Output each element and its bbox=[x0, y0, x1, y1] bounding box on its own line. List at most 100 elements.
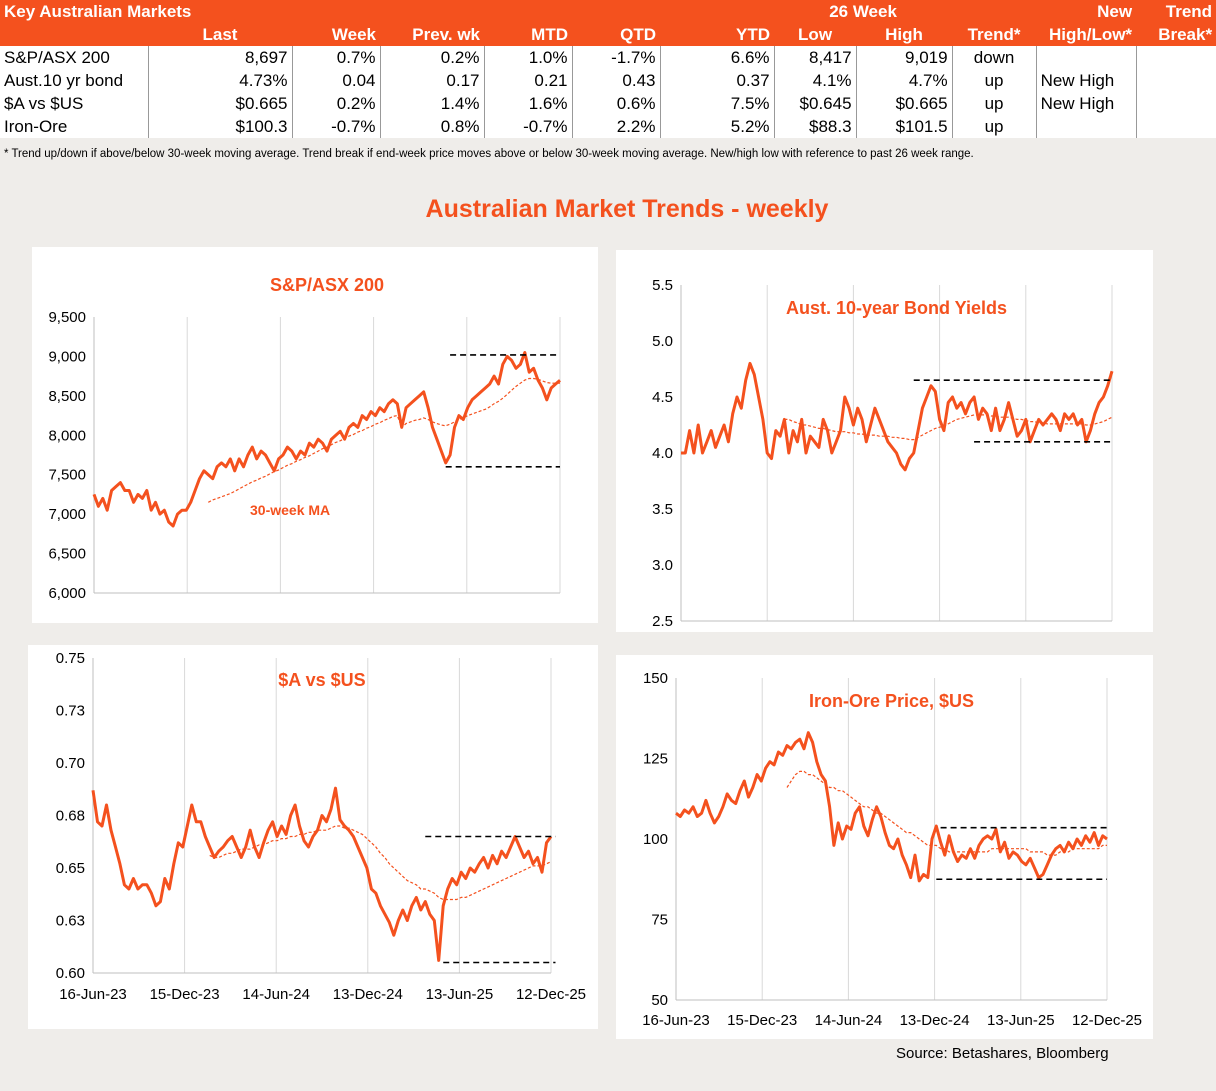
table-cell: $0.665 bbox=[148, 92, 293, 115]
price-line bbox=[91, 786, 553, 962]
x-tick-label: 14-Jun-24 bbox=[815, 1012, 883, 1029]
table-cell: $100.3 bbox=[148, 115, 293, 138]
chart-panel-bond-yields: 2.5 3.0 3.5 4.0 4.5 5.0 5.5 Aust. 10-year Bond … bbox=[616, 250, 1153, 632]
chart-title: Iron-Ore Price, $US bbox=[809, 691, 974, 711]
table-cell: 0.04 bbox=[292, 69, 381, 92]
table-cell: $0.665 bbox=[856, 92, 953, 115]
chart-panel-iron-ore: 50 75 100 125 150 16-Jun-23 15-Dec-23 14-Jun-24… bbox=[616, 655, 1153, 1039]
chart-panel-asx200: 6,000 6,500 7,000 7,500 8,000 8,500 9,000 9,500… bbox=[32, 247, 598, 623]
table-cell: 0.43 bbox=[572, 69, 661, 92]
x-tick-label: 13-Dec-24 bbox=[333, 986, 403, 1003]
y-tick-label: 5.0 bbox=[652, 333, 673, 350]
table-cell: up bbox=[952, 115, 1037, 138]
x-tick-label: 16-Jun-23 bbox=[59, 986, 127, 1003]
table-cell: 9,019 bbox=[856, 46, 953, 69]
table-cell: -0.7% bbox=[292, 115, 381, 138]
table-cell: up bbox=[952, 69, 1037, 92]
y-tick-label: 0.73 bbox=[56, 703, 85, 720]
header-new-top: New bbox=[1036, 0, 1137, 23]
table-cell: 0.8% bbox=[380, 115, 485, 138]
table-header-row-1: Key Australian Markets 26 Week New Trend bbox=[0, 0, 1216, 23]
table-cell: 1.0% bbox=[484, 46, 573, 69]
table-cell: 8,697 bbox=[148, 46, 293, 69]
table-cell bbox=[1036, 115, 1137, 138]
table-header-row-2: Last Week Prev. wk MTD QTD YTD Low High … bbox=[0, 23, 1216, 46]
y-tick-label: 125 bbox=[643, 751, 668, 768]
header-blank bbox=[952, 0, 1037, 23]
x-tick-label: 12-Dec-25 bbox=[516, 986, 586, 1003]
table-cell: 8,417 bbox=[774, 46, 857, 69]
table-cell: 0.17 bbox=[380, 69, 485, 92]
moving-average-line bbox=[786, 770, 1107, 856]
y-tick-label: 0.63 bbox=[56, 913, 85, 930]
header-26-week: 26 Week bbox=[774, 0, 953, 23]
header-low: Low bbox=[774, 23, 857, 46]
table-row: Iron-Ore $100.3 -0.7% 0.8% -0.7% 2.2% 5.2% $88.… bbox=[0, 115, 1216, 138]
header-ytd: YTD bbox=[660, 23, 775, 46]
table-cell: 0.7% bbox=[292, 46, 381, 69]
y-tick-label: 2.5 bbox=[652, 613, 673, 630]
table-cell: 6.6% bbox=[660, 46, 775, 69]
table-cell bbox=[1136, 69, 1216, 92]
y-tick-label: 4.0 bbox=[652, 445, 673, 462]
table-cell: $88.3 bbox=[774, 115, 857, 138]
table-cell: $101.5 bbox=[856, 115, 953, 138]
chart-svg-asx200: 6,000 6,500 7,000 7,500 8,000 8,500 9,000 9,500… bbox=[48, 275, 561, 602]
header-qtd: QTD bbox=[572, 23, 660, 46]
moving-average-line bbox=[209, 825, 552, 901]
y-tick-label: 4.5 bbox=[652, 389, 673, 406]
table-footnote: * Trend up/down if above/below 30-week m… bbox=[4, 148, 974, 160]
table-cell: 1.6% bbox=[484, 92, 573, 115]
x-tick-label: 15-Dec-23 bbox=[150, 986, 220, 1003]
header-trend: Trend* bbox=[952, 23, 1037, 46]
table-cell: $0.645 bbox=[774, 92, 857, 115]
table-cell: Iron-Ore bbox=[0, 115, 149, 138]
chart-svg-audusd: 0.60 0.63 0.65 0.68 0.70 0.73 0.75 16-Jun-23 15-… bbox=[56, 650, 586, 1003]
y-tick-label: 7,000 bbox=[48, 506, 86, 523]
table-cell: Aust.10 yr bond bbox=[0, 69, 149, 92]
table-cell: 4.73% bbox=[148, 69, 293, 92]
y-tick-label: 6,000 bbox=[48, 585, 86, 602]
header-prev-wk: Prev. wk bbox=[380, 23, 484, 46]
table-cell: 4.7% bbox=[856, 69, 953, 92]
table-row: S&P/ASX 200 8,697 0.7% 0.2% 1.0% -1.7% 6.6% 8,4… bbox=[0, 46, 1216, 69]
table-cell: 2.2% bbox=[572, 115, 661, 138]
moving-average-line bbox=[208, 377, 560, 503]
x-tick-label: 13-Jun-25 bbox=[426, 986, 494, 1003]
price-line bbox=[675, 731, 1108, 883]
chart-title: Aust. 10-year Bond Yields bbox=[786, 298, 1007, 318]
header-trend-top: Trend bbox=[1136, 0, 1216, 23]
table-cell bbox=[1136, 92, 1216, 115]
table-cell: S&P/ASX 200 bbox=[0, 46, 149, 69]
table-cell: New High bbox=[1036, 69, 1137, 92]
chart-svg-bond: 2.5 3.0 3.5 4.0 4.5 5.0 5.5 Aust. 10-year Bond … bbox=[652, 277, 1114, 630]
table-cell: $A vs $US bbox=[0, 92, 149, 115]
price-line bbox=[681, 361, 1114, 472]
y-tick-label: 6,500 bbox=[48, 546, 86, 563]
table-row: Aust.10 yr bond 4.73% 0.04 0.17 0.21 0.43 0.37… bbox=[0, 69, 1216, 92]
y-tick-label: 9,000 bbox=[48, 348, 86, 365]
ma-annotation: 30-week MA bbox=[250, 502, 330, 518]
y-tick-label: 150 bbox=[643, 670, 668, 687]
price-line bbox=[92, 351, 561, 528]
chart-title: $A vs $US bbox=[278, 670, 365, 690]
y-tick-label: 8,500 bbox=[48, 388, 86, 405]
x-tick-label: 15-Dec-23 bbox=[727, 1012, 797, 1029]
table-cell: -0.7% bbox=[484, 115, 573, 138]
table-cell: 7.5% bbox=[660, 92, 775, 115]
y-tick-label: 3.5 bbox=[652, 501, 673, 518]
chart-svg-ironore: 50 75 100 125 150 16-Jun-23 15-Dec-23 14-Jun-24… bbox=[642, 670, 1142, 1029]
table-cell: 0.2% bbox=[292, 92, 381, 115]
table-cell: 0.37 bbox=[660, 69, 775, 92]
table-cell: 0.6% bbox=[572, 92, 661, 115]
y-tick-label: 0.60 bbox=[56, 965, 85, 982]
table-cell: 4.1% bbox=[774, 69, 857, 92]
y-tick-label: 7,500 bbox=[48, 467, 86, 484]
moving-average-line bbox=[784, 414, 1113, 441]
header-last: Last bbox=[148, 23, 292, 46]
table-row: $A vs $US $0.665 0.2% 1.4% 1.6% 0.6% 7.5% $0.64… bbox=[0, 92, 1216, 115]
source-note: Source: Betashares, Bloomberg bbox=[896, 1045, 1109, 1062]
x-tick-label: 13-Dec-24 bbox=[900, 1012, 970, 1029]
y-tick-label: 0.70 bbox=[56, 755, 85, 772]
header-mtd: MTD bbox=[484, 23, 572, 46]
